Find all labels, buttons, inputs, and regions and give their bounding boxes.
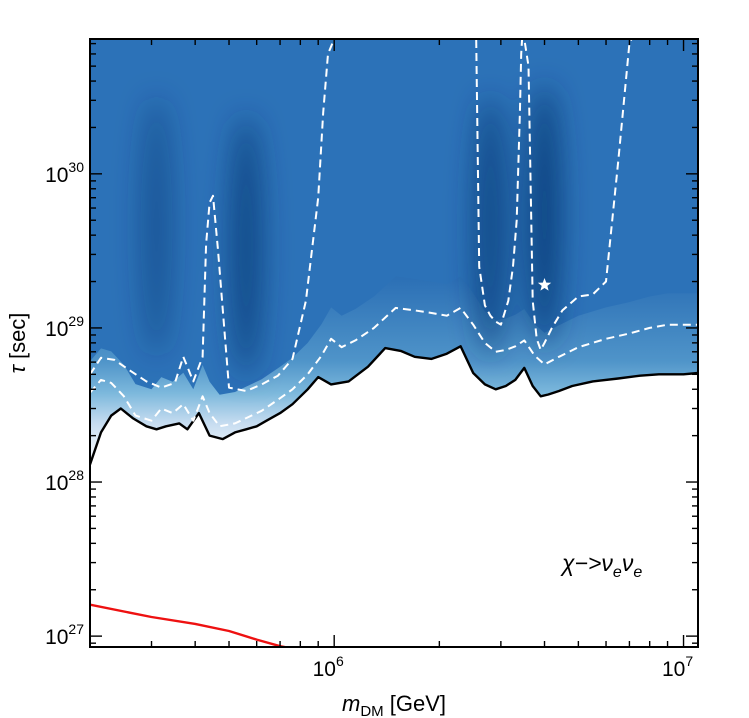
x-axis-label: mDM [GeV]: [342, 691, 446, 718]
plot-area: [90, 39, 698, 647]
marker-layer: [537, 278, 552, 291]
process-annotation: χ−>νeνe: [560, 550, 642, 581]
series-limit: [90, 345, 698, 465]
heatmap-ridge-2: [230, 115, 263, 376]
heatmap-gradient: [90, 276, 698, 465]
x-tick-label: 107: [662, 653, 693, 681]
series-contour-lower: [90, 306, 698, 428]
excluded-region: [90, 346, 698, 647]
ticks: 106 107 1027 1028 1029 1030: [45, 39, 698, 681]
x-tick-label: 106: [313, 653, 344, 681]
y-tick-label: 1029: [45, 313, 84, 341]
y-tick-label: 1027: [45, 621, 84, 649]
y-axis-label: τ [sec]: [5, 313, 30, 374]
heatmap-ridge-1: [140, 96, 173, 357]
y-tick-label: 1028: [45, 467, 84, 495]
heatmap-ridge-4: [528, 84, 561, 345]
best-fit-star: [537, 278, 552, 291]
y-tick-label: 1030: [45, 159, 84, 187]
